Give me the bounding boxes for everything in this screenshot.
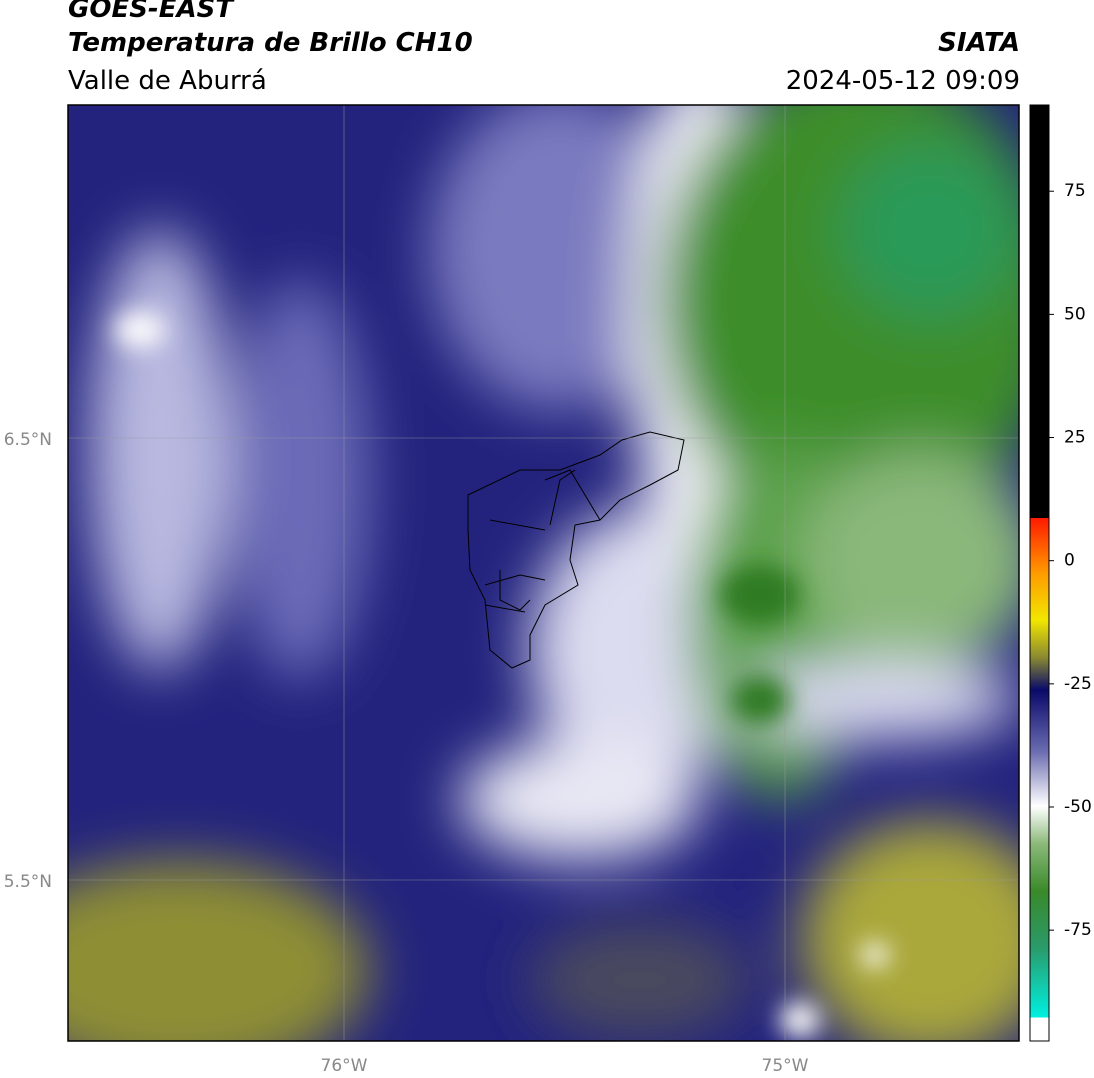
subtitle: Temperatura de Brillo CH10 [68,28,473,58]
colorbar-tick-label: 0 [1064,551,1075,571]
municipal-boundaries [467,431,685,669]
datetime: 2024-05-12 09:09 [785,66,1020,96]
region: Valle de Aburrá [68,66,267,96]
source: SIATA [938,28,1020,58]
colorbar-tick-label: -75 [1064,920,1092,940]
lat-label: 5.5°N [4,872,52,892]
lon-label: 76°W [321,1056,368,1076]
colorbar-tick-label: 25 [1064,428,1086,448]
brightness-temperature-field [68,105,1019,1041]
colorbar-tick-label: 50 [1064,304,1086,324]
lon-label: 75°W [762,1056,809,1076]
colorbar-tick-label: -25 [1064,674,1092,694]
map-frame [67,104,1020,1042]
lat-label: 6.5°N [4,430,52,450]
colorbar-tick-label: 75 [1064,181,1086,201]
colorbar-tick-label: -50 [1064,797,1092,817]
colorbar [1029,104,1050,1042]
title: GOES-EAST [68,0,234,24]
